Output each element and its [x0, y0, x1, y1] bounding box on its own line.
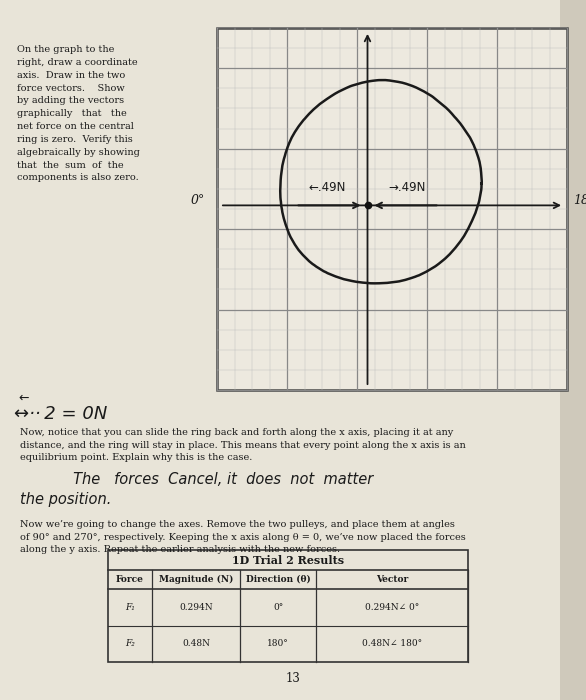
- Text: ←: ←: [18, 392, 29, 405]
- Text: Now, notice that you can slide the ring back and forth along the x axis, placing: Now, notice that you can slide the ring …: [20, 428, 466, 462]
- Text: 0°: 0°: [191, 194, 205, 207]
- Text: 180°: 180°: [267, 639, 289, 648]
- Text: On the graph to the
right, draw a coordinate
axis.  Draw in the two
force vector: On the graph to the right, draw a coordi…: [17, 45, 140, 183]
- Bar: [217, 28, 567, 390]
- Text: 0.48N∠ 180°: 0.48N∠ 180°: [362, 639, 422, 648]
- Text: 0°: 0°: [273, 603, 283, 612]
- Text: 0.48N: 0.48N: [182, 639, 210, 648]
- Text: Magnitude (N): Magnitude (N): [159, 575, 233, 584]
- Text: ↔·· 2 = 0N: ↔·· 2 = 0N: [14, 405, 107, 423]
- Text: Vector: Vector: [376, 575, 408, 584]
- Text: F₂: F₂: [125, 639, 135, 648]
- Text: The   forces  Cancel, it  does  not  matter: The forces Cancel, it does not matter: [50, 472, 373, 487]
- Text: ←.49N: ←.49N: [309, 181, 346, 195]
- Bar: [108, 550, 468, 662]
- Text: F₁: F₁: [125, 603, 135, 612]
- Text: 13: 13: [285, 671, 301, 685]
- Text: →.49N: →.49N: [389, 181, 426, 195]
- Text: the position.: the position.: [20, 492, 111, 507]
- Text: 0.294N: 0.294N: [179, 603, 213, 612]
- Text: Force: Force: [116, 575, 144, 584]
- Text: 1D Trial 2 Results: 1D Trial 2 Results: [232, 554, 344, 566]
- Text: 180°: 180°: [573, 194, 586, 207]
- Text: Now we’re going to change the axes. Remove the two pulleys, and place them at an: Now we’re going to change the axes. Remo…: [20, 520, 466, 554]
- Text: Direction (θ): Direction (θ): [246, 575, 311, 584]
- Bar: [560, 0, 586, 700]
- Text: 0.294N∠ 0°: 0.294N∠ 0°: [365, 603, 419, 612]
